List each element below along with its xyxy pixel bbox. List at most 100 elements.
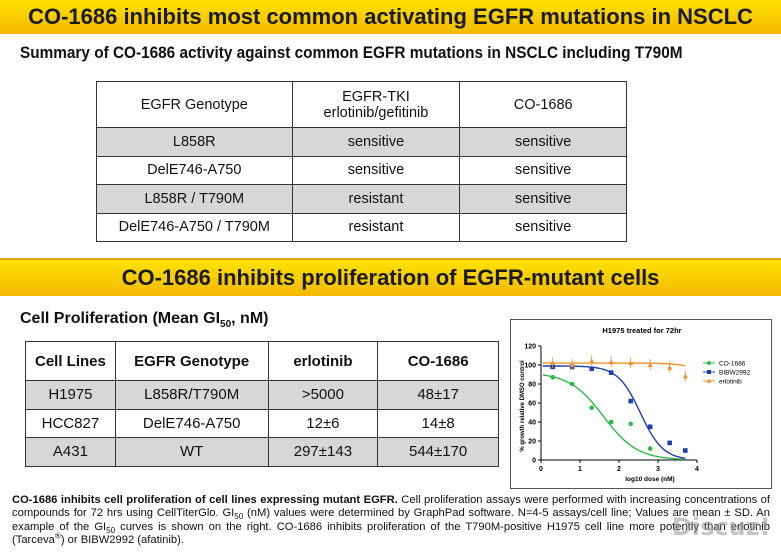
genotype-cell: L858R/T790M [114,380,269,410]
caption-sub-1: 50 [234,512,244,522]
legend-marker-co-1686 [707,361,711,365]
genotype-cell: DelE746-A750 / T790M [96,212,293,242]
data-point-erlotinib [667,365,673,370]
data-point-co-1686 [647,446,653,451]
data-point-co-1686 [589,405,594,411]
proliferation-heading-suffix: , nM) [231,310,269,327]
data-point-bibw2992 [589,366,594,372]
table-row: H1975 L858R/T790M >5000 48±17 [25,380,499,410]
proliferation-heading-subscript: 50 [220,319,232,331]
table-row: DelE746-A750 sensitive sensitive [96,155,627,185]
data-point-co-1686 [569,381,575,387]
dose-response-chart-svg: H1975 treated for 72hr 0 1 2 3 4020406080100… [520,326,750,483]
header-co1686: CO-1686 [459,81,627,128]
table-header-row: Cell Lines EGFR Genotype erlotinib CO-16… [25,341,499,381]
legend-marker-erlotinib [706,378,712,383]
caption-sub-2: 50 [106,526,116,536]
data-point-erlotinib [647,362,653,367]
proliferation-heading: Cell Proliferation (Mean GI50, nM) [20,310,268,330]
header-egfr-tki-line1: EGFR-TKI [342,88,410,105]
y-tick-label: 20 [528,439,536,446]
co1686-cell: sensitive [459,155,627,185]
erlotinib-cell: >5000 [267,380,379,410]
genotype-cell: L858R / T790M [96,184,293,214]
chart-legend: CO-1686 BIBW2992 erlotinib [703,361,750,386]
tki-cell: sensitive [291,127,461,157]
legend-marker-bibw2992 [707,370,711,374]
chart-ylabel: % growth relative DMSO control [520,360,526,452]
y-tick-label: 0 [532,458,536,465]
data-point-erlotinib [589,358,595,364]
caption-bold-lead: CO-1686 inhibits cell proliferation of c… [12,494,398,506]
watermark-logo: Discuz! [672,513,771,541]
x-tick-label: 2 [617,466,621,473]
data-point-erlotinib [550,360,556,366]
header-co1686: CO-1686 [377,341,499,381]
table-row: L858R / T790M resistant sensitive [96,184,627,214]
legend-label-co-1686: CO-1686 [719,361,746,368]
data-point-erlotinib [569,362,575,367]
data-point-co-1686 [550,375,555,380]
data-point-bibw2992 [647,424,653,430]
table-header-row: EGFR Genotype EGFR-TKI erlotinib/gefitin… [96,81,627,128]
caption-text-3: curves is shown on the right. CO-1686 in… [12,520,770,547]
figure-caption: CO-1686 inhibits cell proliferation of c… [12,494,770,548]
fit-curve-co-1686 [542,374,686,460]
co1686-cell: sensitive [459,127,627,157]
y-tick-label: 80 [528,382,536,389]
proliferation-table: Cell Lines EGFR Genotype erlotinib CO-16… [25,341,499,467]
mid-banner-title: CO-1686 inhibits proliferation of EGFR-m… [0,258,781,296]
header-egfr-tki-line2: erlotinib/gefitinib [323,104,429,121]
caption-text-2: (nM) values were determined by GraphPad … [12,507,770,533]
chart-points [550,355,688,453]
legend-label-erlotinib: erlotinib [719,379,742,386]
tki-cell: resistant [291,184,461,214]
genotype-cell: WT [114,437,269,467]
y-tick-label: 40 [528,420,536,427]
cell-line-cell: H1975 [25,380,116,410]
table-row: L858R sensitive sensitive [96,127,627,157]
genotype-cell: L858R [96,127,293,157]
y-tick-label: 100 [524,363,536,370]
chart-xlabel: log10 dose (nM) [625,476,674,483]
chart-curves [542,362,686,460]
co1686-cell: 48±17 [377,380,499,410]
table-row: HCC827 DelE746-A750 12±6 14±8 [25,408,499,438]
data-point-co-1686 [628,421,633,427]
y-tick-label: 120 [524,344,536,351]
data-point-erlotinib [608,359,614,365]
header-egfr-tki: EGFR-TKI erlotinib/gefitinib [291,81,461,128]
fit-curve-erlotinib [542,362,686,367]
x-tick-label: 3 [656,466,660,473]
legend-label-bibw2992: BIBW2992 [719,370,750,377]
header-egfr-genotype: EGFR Genotype [114,341,269,381]
co1686-cell: 544±170 [377,437,499,467]
cell-line-cell: HCC827 [25,408,116,438]
cell-line-cell: A431 [25,437,116,467]
erlotinib-cell: 12±6 [267,408,379,438]
data-point-erlotinib [682,373,688,379]
genotype-cell: DelE746-A750 [96,155,293,185]
x-tick-label: 1 [578,466,582,473]
data-point-bibw2992 [683,448,688,453]
proliferation-heading-text: Cell Proliferation (Mean GI [20,310,221,327]
dose-response-chart: H1975 treated for 72hr 0 1 2 3 4 0 20 40 60 80 100… [510,319,772,489]
header-erlotinib: erlotinib [267,341,379,381]
x-tick-label: 0 [539,466,543,473]
caption-text-1: Cell proliferation assays were performed… [12,494,770,520]
summary-heading: Summary of CO-1686 activity against comm… [20,44,683,62]
data-point-co-1686 [608,419,614,425]
co1686-cell: sensitive [459,212,627,242]
co1686-cell: 14±8 [377,408,499,438]
caption-text-4: ) or BIBW2992 (afatinib). [60,534,184,547]
summary-table: EGFR Genotype EGFR-TKI erlotinib/gefitin… [96,81,627,242]
x-tick-label: 4 [695,466,699,473]
tki-cell: sensitive [291,155,461,185]
data-point-bibw2992 [667,440,672,446]
y-tick-label: 60 [528,401,536,408]
genotype-cell: DelE746-A750 [114,408,269,438]
table-row: DelE746-A750 / T790M resistant sensitive [96,212,627,242]
erlotinib-cell: 297±143 [267,437,379,467]
chart-title: H1975 treated for 72hr [602,326,681,335]
data-point-erlotinib [628,360,634,366]
